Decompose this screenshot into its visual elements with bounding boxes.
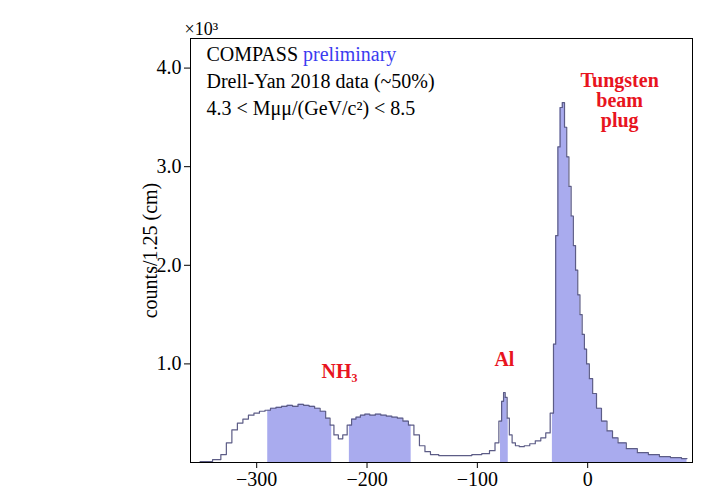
svg-text:Al: Al [494,348,514,370]
svg-text:×10³: ×10³ [185,19,219,39]
svg-text:2.0: 2.0 [156,253,182,276]
svg-text:Drell-Yan 2018 data (~50%): Drell-Yan 2018 data (~50%) [207,70,435,93]
svg-text:−200: −200 [346,468,387,490]
svg-text:4.0: 4.0 [157,56,182,78]
svg-text:NH₃: NH₃ [321,360,357,382]
svg-text:preliminary: preliminary [303,43,396,66]
svg-text:0: 0 [583,468,593,490]
svg-text:−300: −300 [236,468,277,490]
svg-text:−100: −100 [457,468,498,490]
svg-text:COMPASS: COMPASS [207,43,299,65]
svg-text:4.3 < Mμμ/(GeV/c²) < 8.5: 4.3 < Mμμ/(GeV/c²) < 8.5 [207,97,416,120]
svg-text:Tungstenbeamplug: Tungstenbeamplug [581,69,659,132]
svg-text:1.0: 1.0 [157,352,182,374]
svg-text:3.0: 3.0 [157,155,182,177]
svg-text:counts/1.25 (cm): counts/1.25 (cm) [139,183,162,319]
